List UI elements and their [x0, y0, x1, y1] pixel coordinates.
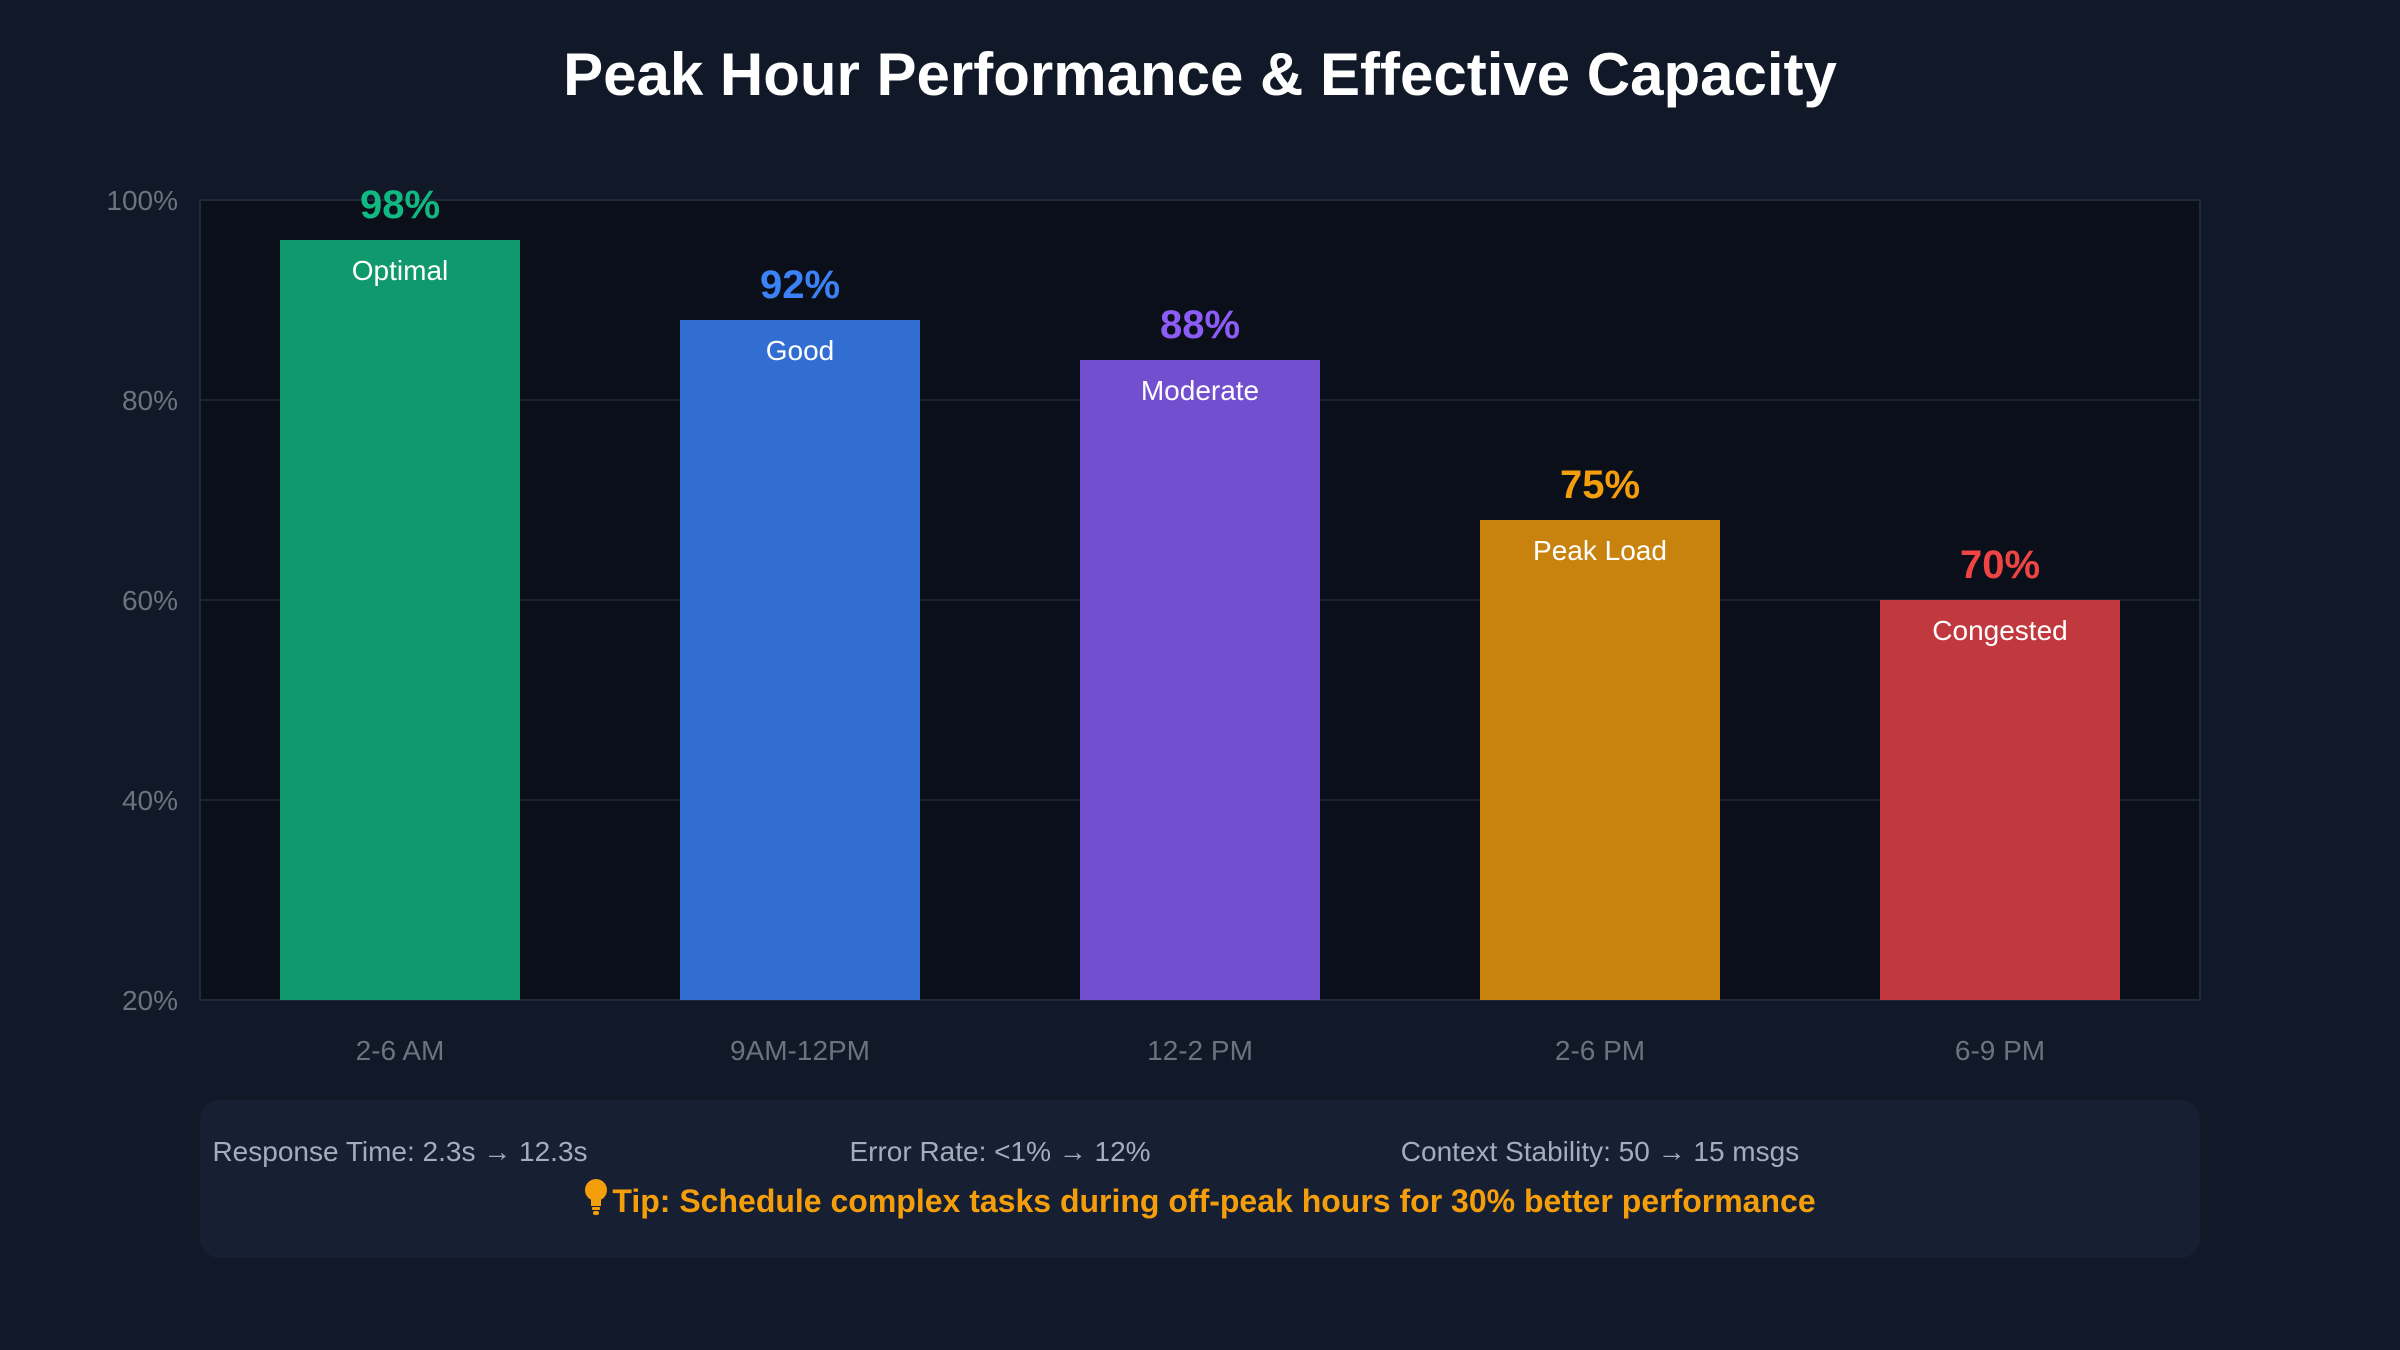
bar-value-label: 98%	[360, 183, 440, 227]
x-tick-label: 12-2 PM	[1147, 1035, 1253, 1066]
y-tick-label: 60%	[122, 585, 178, 616]
tip-text-row: Tip: Schedule complex tasks during off-p…	[200, 1178, 2200, 1220]
chart-title: Peak Hour Performance & Effective Capaci…	[563, 41, 1837, 108]
stats-panel: Response Time: 2.3s → 12.3s Error Rate: …	[200, 1100, 2200, 1258]
y-tick-label: 40%	[122, 785, 178, 816]
bar-value-label: 70%	[1960, 543, 2040, 587]
y-tick-label: 20%	[122, 985, 178, 1016]
error-rate-stat: Error Rate: <1% → 12%	[849, 1136, 1151, 1167]
bar-status-label: Optimal	[352, 255, 448, 286]
x-tick-label: 9AM-12PM	[730, 1035, 870, 1066]
bar-status-label: Congested	[1932, 615, 2067, 646]
response-time-stat: Response Time: 2.3s → 12.3s	[212, 1136, 588, 1167]
bar	[1080, 360, 1320, 1000]
x-tick-label: 6-9 PM	[1955, 1035, 2045, 1066]
lightbulb-icon	[585, 1179, 608, 1215]
y-tick-label: 100%	[106, 185, 178, 216]
tip-text: Tip: Schedule complex tasks during off-p…	[612, 1183, 1816, 1219]
bar	[1480, 520, 1720, 1000]
x-tick-label: 2-6 AM	[356, 1035, 445, 1066]
bar	[280, 240, 520, 1000]
x-tick-label: 2-6 PM	[1555, 1035, 1645, 1066]
bar-chart: 20% 40% 60% 80% 100% 98% Optimal 2-6 AM 92% Good 9…	[106, 183, 2201, 1066]
bar-value-label: 75%	[1560, 463, 1640, 507]
context-stability-stat: Context Stability: 50 → 15 msgs	[1400, 1136, 1800, 1167]
bar-value-label: 88%	[1160, 303, 1240, 347]
bar-status-label: Good	[766, 335, 835, 366]
bar-status-label: Moderate	[1141, 375, 1259, 406]
y-tick-label: 80%	[122, 385, 178, 416]
bar-value-label: 92%	[760, 263, 840, 307]
bar	[680, 320, 920, 1000]
bar	[1880, 600, 2120, 1000]
bar-status-label: Peak Load	[1533, 535, 1667, 566]
